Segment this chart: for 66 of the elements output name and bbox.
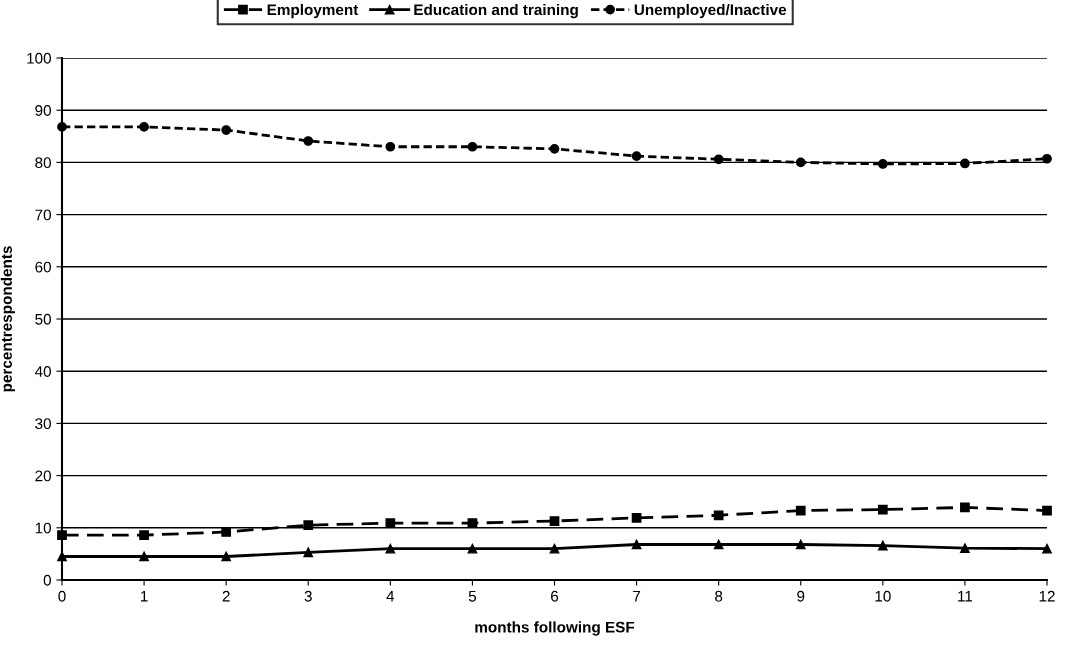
point [877, 504, 888, 515]
point [549, 516, 560, 526]
legend-label: Education and training [414, 3, 578, 19]
y-tick-label: 90 [35, 105, 51, 116]
point [303, 520, 314, 531]
point [713, 510, 724, 521]
x-tick-label: 5 [468, 590, 477, 602]
point [713, 154, 724, 165]
x-tick-label: 8 [715, 590, 723, 602]
y-tick-label: 80 [35, 157, 51, 169]
point [877, 540, 888, 551]
y-tick-label: 30 [35, 418, 51, 430]
y-tick-label: 60 [35, 261, 51, 273]
point [960, 543, 970, 554]
point [877, 159, 888, 169]
point [385, 518, 396, 528]
point [1042, 505, 1052, 516]
y-tick-label: 70 [35, 209, 51, 221]
y-tick-label: 50 [35, 313, 51, 325]
point [221, 125, 232, 135]
x-tick-label: 11 [958, 590, 973, 602]
y-tick-label: 40 [34, 366, 51, 377]
point [960, 158, 970, 169]
y-tick-label: 10 [35, 522, 51, 534]
point [631, 539, 642, 550]
point [303, 136, 314, 146]
point [960, 502, 970, 513]
x-axis-title: months following ESF [475, 621, 635, 636]
x-tick-label: 6 [551, 590, 559, 602]
point [467, 543, 478, 554]
x-tick-label: 0 [58, 590, 66, 602]
legend-label: Unemployed/Inactive [634, 3, 787, 19]
point [139, 530, 149, 540]
point [631, 513, 642, 523]
point [795, 539, 806, 550]
point [1042, 543, 1052, 554]
point [385, 141, 396, 152]
point [795, 157, 806, 168]
point [1042, 153, 1052, 164]
x-tick-label: 10 [875, 590, 891, 602]
x-tick-label: 2 [222, 590, 230, 602]
y-tick-label: 100 [27, 52, 51, 64]
point [303, 547, 314, 558]
x-tick-label: 3 [304, 590, 312, 602]
x-tick-label: 9 [797, 590, 805, 602]
x-tick-label: 12 [1039, 590, 1055, 602]
y-tick-label: 20 [35, 470, 51, 482]
y-tick-label: 0 [43, 574, 51, 586]
point [467, 518, 478, 528]
point [549, 543, 560, 554]
point [385, 543, 396, 554]
point [221, 527, 232, 537]
point [467, 141, 478, 152]
point [631, 151, 642, 161]
x-tick-label: 1 [141, 590, 148, 602]
point [139, 551, 149, 562]
point [139, 122, 149, 132]
x-tick-label: 4 [386, 590, 395, 602]
point [713, 539, 724, 550]
point [57, 122, 67, 132]
point [549, 143, 560, 154]
y-axis-title: percentrespondents [0, 246, 15, 392]
point [221, 551, 232, 562]
point [795, 505, 806, 516]
x-tick-label: 7 [633, 590, 641, 602]
legend-label: Employment [267, 3, 359, 19]
